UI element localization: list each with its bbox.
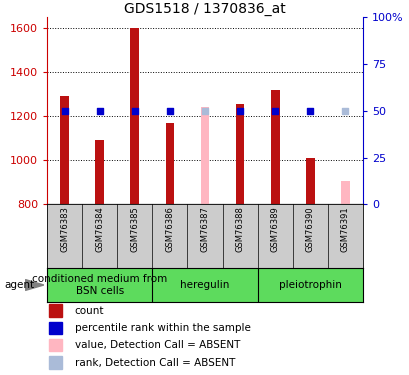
Point [236,108,243,114]
Bar [95,140,104,204]
Text: GSM76387: GSM76387 [200,206,209,252]
Bar [235,104,244,204]
Point [166,108,173,114]
Bar [130,28,139,204]
Text: GSM76384: GSM76384 [95,206,104,252]
Title: GDS1518 / 1370836_at: GDS1518 / 1370836_at [124,2,285,16]
Text: heregulin: heregulin [180,280,229,290]
Text: GSM76388: GSM76388 [235,206,244,252]
Text: rank, Detection Call = ABSENT: rank, Detection Call = ABSENT [74,358,234,368]
Point [341,108,348,114]
Text: GSM76391: GSM76391 [340,206,349,252]
Text: GSM76389: GSM76389 [270,206,279,252]
Point [201,108,208,114]
Point [96,108,103,114]
Bar [305,158,314,204]
Bar [60,96,69,204]
Text: pleiotrophin: pleiotrophin [278,280,341,290]
Text: value, Detection Call = ABSENT: value, Detection Call = ABSENT [74,340,239,350]
Bar [200,107,209,204]
Text: count: count [74,306,104,315]
Point [61,108,68,114]
Bar [49,339,61,351]
Text: agent: agent [4,280,34,290]
Text: GSM76385: GSM76385 [130,206,139,252]
Text: percentile rank within the sample: percentile rank within the sample [74,323,250,333]
Bar [340,181,349,204]
Point [271,108,278,114]
Bar [165,123,174,204]
Bar [49,322,61,334]
Polygon shape [25,280,44,290]
Text: GSM76390: GSM76390 [305,206,314,252]
Point [131,108,138,114]
Bar [270,90,279,204]
Point [306,108,313,114]
Text: GSM76383: GSM76383 [60,206,69,252]
Bar [49,356,61,369]
Bar [49,304,61,317]
Text: conditioned medium from
BSN cells: conditioned medium from BSN cells [32,274,167,296]
Text: GSM76386: GSM76386 [165,206,174,252]
